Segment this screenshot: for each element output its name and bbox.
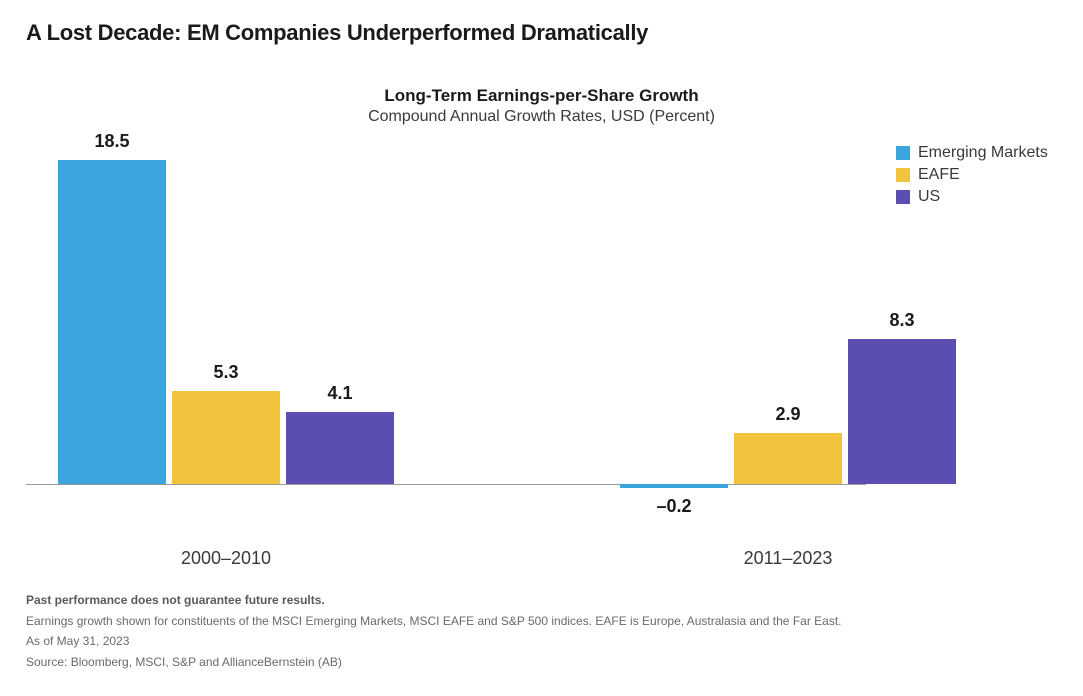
chart-header: Long-Term Earnings-per-Share Growth Comp… [26, 86, 1057, 126]
legend-swatch [896, 146, 910, 160]
bar-em: –0.2 [620, 484, 728, 488]
legend-item-em: Emerging Markets [896, 144, 1056, 162]
legend-item-eafe: EAFE [896, 166, 1056, 184]
legend-label: Emerging Markets [918, 144, 1048, 162]
legend-swatch [896, 190, 910, 204]
bar-value-label: 18.5 [94, 131, 129, 152]
page-title: A Lost Decade: EM Companies Underperform… [26, 20, 1057, 46]
group-label: 2011–2023 [744, 548, 833, 569]
group-label: 2000–2010 [181, 548, 271, 569]
chart-title: Long-Term Earnings-per-Share Growth [26, 86, 1057, 106]
group-label-row: 2000–20102011–2023 [26, 504, 866, 544]
legend-label: EAFE [918, 166, 960, 184]
footnotes: Past performance does not guarantee futu… [26, 590, 1057, 672]
chart-subtitle: Compound Annual Growth Rates, USD (Perce… [26, 108, 1057, 126]
chart-plot: 18.55.34.1–0.22.98.3 [26, 144, 866, 504]
chart-baseline [26, 484, 866, 485]
bar-value-label: 4.1 [327, 383, 352, 404]
bar-value-label: 5.3 [213, 362, 238, 383]
bar-eafe: 5.3 [172, 391, 280, 484]
bar-group: –0.22.98.3 [620, 339, 956, 484]
bar-group: 18.55.34.1 [58, 160, 394, 484]
bar-us: 4.1 [286, 412, 394, 484]
bar-us: 8.3 [848, 339, 956, 484]
footnote-line3: Source: Bloomberg, MSCI, S&P and Allianc… [26, 652, 1057, 672]
footnote-line2: As of May 31, 2023 [26, 631, 1057, 651]
footnote-disclaimer: Past performance does not guarantee futu… [26, 590, 1057, 610]
footnote-line1: Earnings growth shown for constituents o… [26, 611, 1057, 631]
chart-wrap: 18.55.34.1–0.22.98.3 2000–20102011–2023 … [26, 144, 1057, 544]
legend-label: US [918, 188, 940, 206]
bar-eafe: 2.9 [734, 433, 842, 484]
legend-swatch [896, 168, 910, 182]
bar-value-label: 8.3 [889, 310, 914, 331]
bar-value-label: 2.9 [775, 404, 800, 425]
bar-em: 18.5 [58, 160, 166, 484]
legend-item-us: US [896, 188, 1056, 206]
